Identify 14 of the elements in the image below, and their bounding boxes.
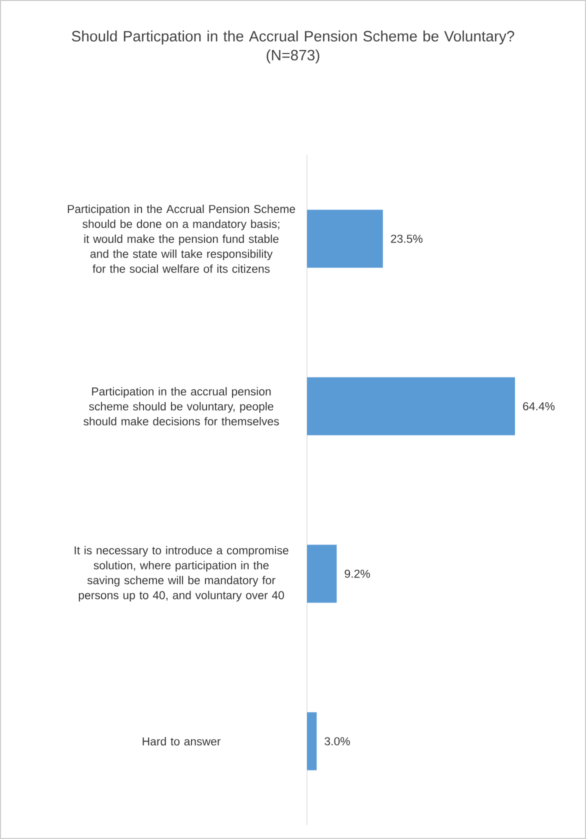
chart-title: Should Particpation in the Accrual Pension Scheme be Voluntary? [72,30,514,44]
chart-subtitle: (N=873) [266,49,320,64]
data-label: 9.2% [344,570,370,578]
bar [306,210,383,268]
data-label: 64.4% [523,402,555,410]
y-tick-label: Hard to answer [142,737,221,746]
y-tick-label: Participation in the Accrual Pension Scheme should be done on a mandatory basis; it would make the pension fund stable and the state will take responsibility for the social welfare of its citizens [68,204,296,273]
y-tick-label: It is necessary to introduce a compromise solution, where participation in the saving scheme will be mandatory for persons up to 40, and voluntary over 40 [74,546,288,602]
y-tick-label: Participation in the accrual pension scheme should be voluntary, people should make decisions for themselves [84,387,279,426]
bar [306,544,337,603]
bar [306,712,317,770]
data-label: 23.5% [390,234,422,243]
data-label: 3.0% [324,737,350,746]
bar [306,377,515,436]
